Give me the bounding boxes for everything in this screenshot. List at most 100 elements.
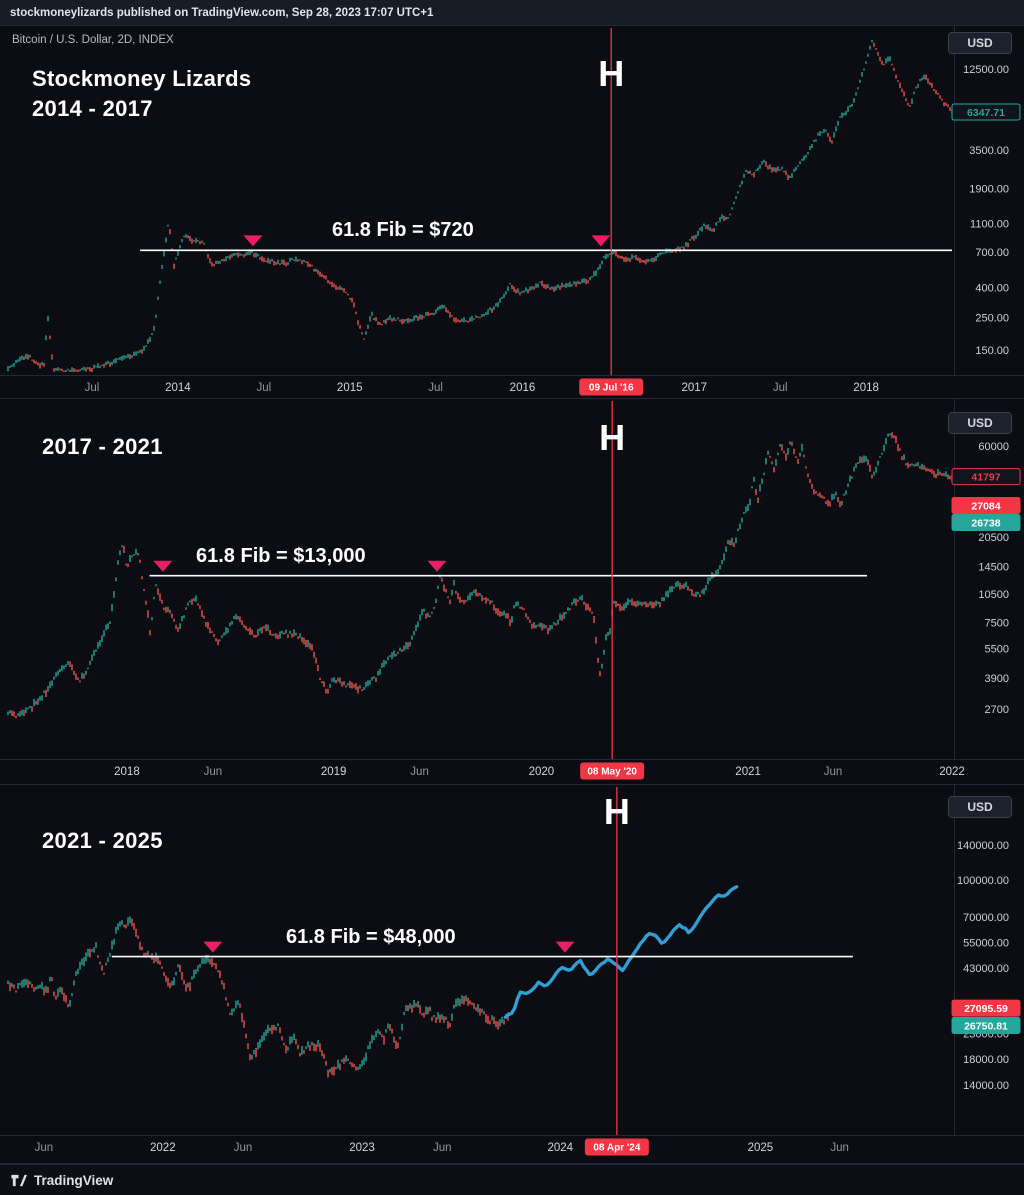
candle-series-down <box>23 42 953 372</box>
price-axis-label[interactable]: 400.00 <box>975 283 1009 295</box>
time-axis-label[interactable]: 2025 <box>748 1142 774 1154</box>
time-axis-label[interactable]: 2018 <box>853 382 879 394</box>
fib-touch-marker-icon[interactable] <box>203 941 223 953</box>
candle-series-down <box>11 432 953 719</box>
price-axis-label[interactable]: 140000.00 <box>957 840 1009 852</box>
time-axis-label[interactable]: Jul <box>428 382 443 394</box>
price-axis-label[interactable]: 1100.00 <box>970 218 1009 230</box>
price-axis-label[interactable]: 7500 <box>985 617 1009 629</box>
time-axis-label[interactable]: Jun <box>824 766 843 778</box>
publisher-banner: stockmoneylizards published on TradingVi… <box>0 0 1024 26</box>
halving-date-text: 08 Apr '24 <box>593 1143 640 1154</box>
annotation-title-panel3: 2021 - 2025 <box>42 828 163 853</box>
time-axis-label[interactable]: 2022 <box>939 766 965 778</box>
time-axis-label[interactable]: Jun <box>35 1142 54 1154</box>
time-axis-label[interactable]: 2024 <box>547 1142 573 1154</box>
time-axis-label[interactable]: 2023 <box>349 1142 375 1154</box>
price-badge-text: 27095.59 <box>964 1003 1008 1015</box>
fib-annotation-label[interactable]: 61.8 Fib = $48,000 <box>286 925 456 948</box>
price-axis-label[interactable]: 3500.00 <box>969 145 1009 157</box>
price-axis-label[interactable]: 700.00 <box>975 247 1009 259</box>
price-axis-label[interactable]: 12500.00 <box>963 64 1009 76</box>
time-axis-label[interactable]: 2021 <box>735 766 761 778</box>
annotation-title-line1: Stockmoney Lizards <box>32 66 252 91</box>
time-axis-label[interactable]: 2018 <box>114 766 140 778</box>
time-axis-label[interactable]: 2022 <box>150 1142 176 1154</box>
price-axis-label[interactable]: 1900.00 <box>969 184 1009 196</box>
symbol-title[interactable]: Bitcoin / U.S. Dollar, 2D, INDEX <box>12 34 174 46</box>
price-axis-label[interactable]: 20500 <box>978 532 1009 544</box>
price-badge-text: 26738 <box>971 518 1000 530</box>
annotation-title-panel2: 2017 - 2021 <box>42 434 163 459</box>
footer: TradingView <box>0 1164 1024 1195</box>
fib-touch-marker-icon[interactable] <box>153 560 173 572</box>
price-axis-label[interactable]: 250.00 <box>975 313 1009 325</box>
price-axis-label[interactable]: 10500 <box>978 589 1009 601</box>
currency-toggle-usd[interactable]: USD <box>948 412 1012 434</box>
price-axis-label[interactable]: 5500 <box>985 644 1009 656</box>
halving-marker[interactable]: H <box>599 417 626 458</box>
halving-marker[interactable]: H <box>603 791 630 832</box>
time-axis-label[interactable]: 2016 <box>510 382 536 394</box>
price-badge <box>951 999 1021 1017</box>
halving-date-badge <box>580 762 645 780</box>
price-axis-label[interactable]: 60000 <box>978 441 1009 453</box>
candle-series-up <box>7 916 507 1073</box>
time-axis-label[interactable]: Jun <box>410 766 429 778</box>
time-axis-label[interactable]: Jun <box>204 766 223 778</box>
halving-date-badge <box>579 378 644 396</box>
price-badge <box>951 468 1021 486</box>
time-axis-label[interactable]: Jul <box>85 382 100 394</box>
time-axis-label[interactable]: Jun <box>830 1142 849 1154</box>
price-axis-label[interactable]: 18000.00 <box>963 1054 1009 1066</box>
price-axis-label[interactable]: 70000.00 <box>963 912 1009 924</box>
price-axis-label[interactable]: 150.00 <box>975 345 1009 357</box>
price-badge-text: 6347.71 <box>967 107 1005 119</box>
fib-touch-marker-icon[interactable] <box>243 235 263 247</box>
price-badge-text: 27084 <box>971 500 1000 512</box>
annotation-title-line2: 2014 - 2017 <box>32 96 153 121</box>
time-axis-label[interactable]: Jul <box>773 382 788 394</box>
price-badge <box>951 496 1021 514</box>
candle-series-down <box>9 918 509 1078</box>
projection-line <box>503 885 739 1019</box>
currency-toggle-usd[interactable]: USD <box>948 32 1012 54</box>
fib-touch-marker-icon[interactable] <box>591 235 611 247</box>
currency-toggle-usd[interactable]: USD <box>948 796 1012 818</box>
publisher-text: stockmoneylizards published on TradingVi… <box>10 6 434 19</box>
price-axis-label[interactable]: 14000.00 <box>963 1080 1009 1092</box>
time-axis-label[interactable]: Jun <box>234 1142 253 1154</box>
time-axis-label[interactable]: 2017 <box>681 382 707 394</box>
footer-brand[interactable]: TradingView <box>34 1172 114 1188</box>
fib-annotation-label[interactable]: 61.8 Fib = $13,000 <box>196 544 366 567</box>
halving-date-text: 09 Jul '16 <box>589 383 634 394</box>
time-axis-label[interactable]: Jun <box>433 1142 452 1154</box>
time-axis-label[interactable]: 2019 <box>321 766 347 778</box>
time-axis-label[interactable]: 2015 <box>337 382 363 394</box>
price-badge-text: 26750.81 <box>964 1021 1008 1033</box>
price-axis-label[interactable]: 43000.00 <box>963 963 1009 975</box>
candle-series-up <box>7 433 947 717</box>
price-axis-label[interactable]: 3900 <box>985 673 1009 685</box>
chart-panel-2[interactable]: 08 May '20 2018 Jun 2019 Jun 2020 2021 Jun 2022 6… <box>0 399 1024 785</box>
halving-date-badge <box>584 1138 649 1156</box>
price-badge <box>951 103 1021 121</box>
time-axis-label[interactable]: 2014 <box>165 382 191 394</box>
chart-panel-1[interactable]: 09 Jul '16 Jul 2014 Jul 2015 Jul 2016 2017 Jul 20… <box>0 26 1024 399</box>
chart-panel-3[interactable]: 08 Apr '24 Jun 2022 Jun 2023 Jun 2024 2025 Jun 14… <box>0 785 1024 1164</box>
price-axis-label[interactable]: 55000.00 <box>963 937 1009 949</box>
price-badge <box>951 514 1021 532</box>
fib-annotation-label[interactable]: 61.8 Fib = $720 <box>332 219 474 242</box>
fib-touch-marker-icon[interactable] <box>427 560 447 572</box>
time-axis-label[interactable]: Jul <box>256 382 271 394</box>
price-badge-text: 41797 <box>971 472 1000 484</box>
time-axis-label[interactable]: 2020 <box>529 766 555 778</box>
halving-date-text: 08 May '20 <box>587 767 637 778</box>
halving-marker[interactable]: H <box>598 53 625 94</box>
price-axis-label[interactable]: 2700 <box>985 704 1009 716</box>
fib-touch-marker-icon[interactable] <box>555 941 575 953</box>
price-axis-label[interactable]: 100000.00 <box>957 875 1009 887</box>
tradingview-logo-icon[interactable] <box>10 1172 27 1189</box>
price-axis-label[interactable]: 14500 <box>978 561 1009 573</box>
price-badge <box>951 1017 1021 1035</box>
